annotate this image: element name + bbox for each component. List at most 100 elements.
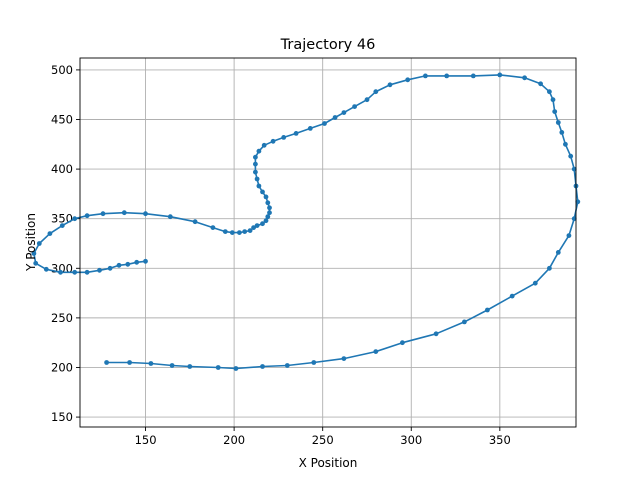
y-tick-label: 200 xyxy=(51,360,73,374)
series-layer xyxy=(31,72,581,371)
trajectory-point xyxy=(387,82,393,88)
trajectory-point xyxy=(233,366,239,371)
trajectory-point xyxy=(547,89,552,95)
trajectory-point xyxy=(72,269,78,275)
trajectory-point xyxy=(373,349,379,354)
trajectory-point xyxy=(260,189,265,195)
trajectory-point xyxy=(552,109,558,114)
trajectory-point xyxy=(72,216,78,222)
y-tick-label: 400 xyxy=(51,162,73,176)
trajectory-point xyxy=(253,161,258,167)
trajectory-point xyxy=(444,73,450,79)
trajectory-point xyxy=(187,364,193,369)
trajectory-point xyxy=(33,260,39,266)
trajectory-point xyxy=(116,262,122,268)
trajectory-point xyxy=(256,183,262,189)
trajectory-point xyxy=(253,154,258,160)
trajectory-point xyxy=(555,120,561,125)
x-tick-label: 250 xyxy=(312,433,334,447)
trajectory-point xyxy=(571,216,577,222)
trajectory-point xyxy=(253,169,258,175)
grid-lines xyxy=(80,58,576,427)
trajectory-point xyxy=(84,269,90,275)
trajectory-point xyxy=(267,205,272,211)
trajectory-point xyxy=(254,223,260,229)
trajectory-point xyxy=(364,97,370,103)
x-tick-label: 300 xyxy=(400,433,422,447)
trajectory-point xyxy=(571,166,577,172)
trajectory-point xyxy=(31,251,37,256)
trajectory-point xyxy=(261,142,267,148)
trajectory-point xyxy=(322,121,327,126)
trajectory-point xyxy=(341,356,347,361)
trajectory-point xyxy=(58,269,63,275)
trajectory-point xyxy=(47,231,53,237)
trajectory-point xyxy=(566,233,572,239)
trajectory-point xyxy=(522,75,527,81)
trajectory-point xyxy=(423,73,428,79)
trajectory-point xyxy=(143,258,148,264)
trajectory-point xyxy=(260,221,265,227)
trajectory-point xyxy=(143,211,148,217)
trajectory-point xyxy=(373,89,379,95)
trajectory-point xyxy=(293,131,299,136)
trajectory-point xyxy=(267,210,272,216)
trajectory-point xyxy=(332,115,338,120)
trajectory-point xyxy=(532,280,538,286)
trajectory-point xyxy=(125,261,131,267)
trajectory-point xyxy=(215,365,221,370)
trajectory-point xyxy=(192,219,198,225)
trajectory-point xyxy=(107,265,113,271)
trajectory-point xyxy=(121,210,127,216)
trajectory-point xyxy=(400,340,405,346)
trajectory-point xyxy=(550,97,556,103)
trajectory-point xyxy=(127,360,132,365)
trajectory-point xyxy=(284,363,290,368)
y-tick-label: 450 xyxy=(51,113,73,127)
trajectory-point xyxy=(43,266,49,272)
trajectory-point xyxy=(167,214,173,220)
trajectory-point xyxy=(84,213,90,219)
trajectory-point xyxy=(341,110,347,115)
trajectory-point xyxy=(405,77,411,83)
x-tick-label: 200 xyxy=(223,433,245,447)
trajectory-point xyxy=(260,364,265,369)
x-tick-label: 150 xyxy=(135,433,157,447)
trajectory-point xyxy=(59,223,65,229)
trajectory-point xyxy=(222,229,228,235)
plot-frame xyxy=(79,57,577,428)
trajectory-point xyxy=(148,361,154,366)
trajectory-point xyxy=(229,230,235,236)
trajectory-point xyxy=(97,267,102,273)
trajectory-point xyxy=(568,153,574,159)
y-tick-label: 500 xyxy=(51,63,73,77)
trajectory-point xyxy=(281,135,287,140)
trajectory-point xyxy=(311,360,317,365)
trajectory-point xyxy=(263,218,269,224)
trajectory-point xyxy=(265,200,271,206)
trajectory-point xyxy=(247,228,253,234)
chart-title: Trajectory 46 xyxy=(280,37,376,53)
trajectory-point xyxy=(169,363,175,368)
trajectory-point xyxy=(256,148,262,154)
trajectory-point xyxy=(270,138,276,144)
trajectory-point xyxy=(538,81,543,87)
trajectory-point xyxy=(509,293,515,299)
trajectory-point xyxy=(555,250,561,255)
trajectory-point xyxy=(265,214,271,220)
trajectory-point xyxy=(100,211,106,217)
trajectory-point xyxy=(210,225,216,231)
y-axis-label: Y Position xyxy=(24,213,38,272)
trajectory-point xyxy=(36,241,42,246)
trajectory-point xyxy=(104,360,109,365)
trajectory-point xyxy=(254,176,260,182)
trajectory-point xyxy=(251,225,256,231)
trajectory-point xyxy=(237,230,242,236)
y-tick-label: 250 xyxy=(51,311,73,325)
trajectory-point xyxy=(263,194,269,200)
trajectory-point xyxy=(433,331,439,337)
trajectory-point xyxy=(470,73,476,79)
trajectory-point xyxy=(242,229,248,235)
